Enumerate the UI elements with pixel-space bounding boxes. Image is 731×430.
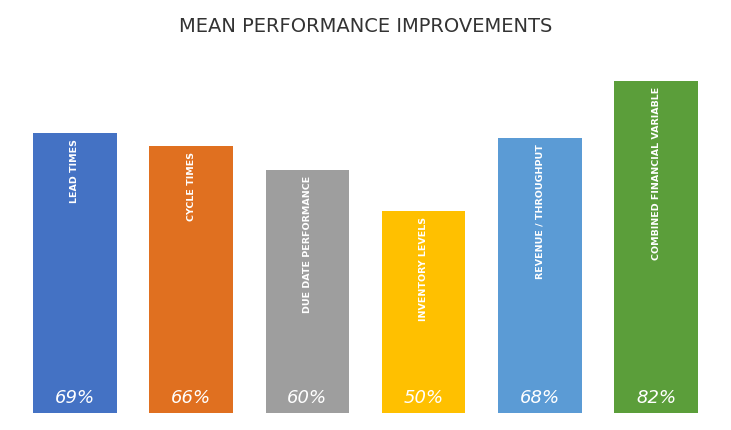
Text: DUE DATE PERFORMANCE: DUE DATE PERFORMANCE	[303, 176, 312, 313]
Title: MEAN PERFORMANCE IMPROVEMENTS: MEAN PERFORMANCE IMPROVEMENTS	[179, 17, 552, 36]
Text: 50%: 50%	[404, 389, 444, 407]
Bar	[614, 81, 698, 413]
Text: INVENTORY LEVELS: INVENTORY LEVELS	[419, 217, 428, 321]
Text: 69%: 69%	[55, 389, 95, 407]
Text: 60%: 60%	[287, 389, 327, 407]
Bar	[382, 211, 466, 413]
Text: 82%: 82%	[636, 389, 676, 407]
Text: COMBINED FINANCIAL VARIABLE: COMBINED FINANCIAL VARIABLE	[652, 87, 661, 260]
Bar	[265, 170, 349, 413]
Text: 68%: 68%	[520, 389, 560, 407]
Text: 66%: 66%	[171, 389, 211, 407]
Bar	[149, 146, 233, 413]
Text: REVENUE / THROUGHPUT: REVENUE / THROUGHPUT	[535, 144, 545, 279]
Bar	[498, 138, 582, 413]
Text: LEAD TIMES: LEAD TIMES	[70, 140, 79, 203]
Bar	[33, 133, 117, 413]
Text: CYCLE TIMES: CYCLE TIMES	[186, 152, 196, 221]
